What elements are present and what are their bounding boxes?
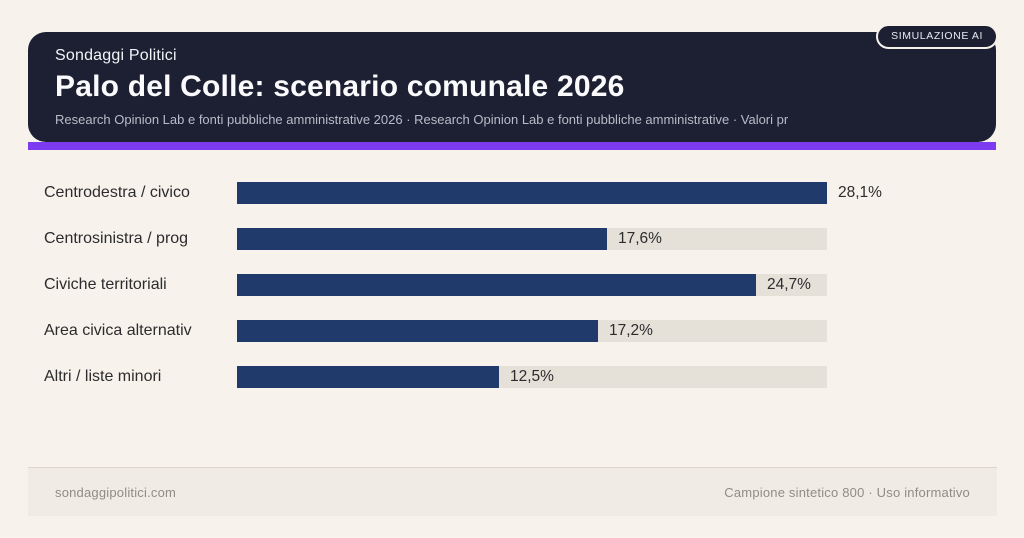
bar-fill xyxy=(237,182,827,204)
footer-band: sondaggipolitici.com Campione sintetico … xyxy=(28,467,997,516)
bar-fill xyxy=(237,228,607,250)
bar-area: 17,6% xyxy=(237,228,994,250)
bar-area: 24,7% xyxy=(237,274,994,296)
bar-area: 12,5% xyxy=(237,366,994,388)
category-label: Centrosinistra / prog xyxy=(44,230,189,247)
bar-area: 17,2% xyxy=(237,320,994,342)
brand-kicker: Sondaggi Politici xyxy=(55,47,177,64)
simulation-badge: SIMULAZIONE AI xyxy=(876,24,998,49)
value-label: 24,7% xyxy=(767,276,811,293)
value-label: 12,5% xyxy=(510,368,554,385)
bar-fill xyxy=(237,320,598,342)
chart-row: Centrosinistra / prog 17,6% xyxy=(44,228,994,250)
category-label: Area civica alternativ xyxy=(44,322,192,339)
category-label: Altri / liste minori xyxy=(44,368,162,385)
bar-fill xyxy=(237,366,499,388)
page-subtitle: Research Opinion Lab e fonti pubbliche a… xyxy=(55,112,789,127)
simulation-badge-label: SIMULAZIONE AI xyxy=(891,30,983,42)
category-label: Civiche territoriali xyxy=(44,276,167,293)
value-label: 28,1% xyxy=(838,184,882,201)
chart-row: Centrodestra / civico 28,1% xyxy=(44,182,994,204)
chart-row: Civiche territoriali 24,7% xyxy=(44,274,994,296)
chart-row: Altri / liste minori 12,5% xyxy=(44,366,994,388)
category-label: Centrodestra / civico xyxy=(44,184,190,201)
page-title: Palo del Colle: scenario comunale 2026 xyxy=(55,70,625,103)
value-label: 17,2% xyxy=(609,322,653,339)
chart-row: Area civica alternativ 17,2% xyxy=(44,320,994,342)
bar-fill xyxy=(237,274,756,296)
bar-area: 28,1% xyxy=(237,182,994,204)
accent-divider xyxy=(28,142,996,150)
value-label: 17,6% xyxy=(618,230,662,247)
footer-note: Campione sintetico 800 · Uso informativo xyxy=(724,484,970,500)
header-card: Sondaggi Politici Palo del Colle: scenar… xyxy=(28,32,996,142)
bar-chart: Centrodestra / civico 28,1% Centrosinist… xyxy=(44,182,994,388)
footer-source: sondaggipolitici.com xyxy=(55,484,177,500)
